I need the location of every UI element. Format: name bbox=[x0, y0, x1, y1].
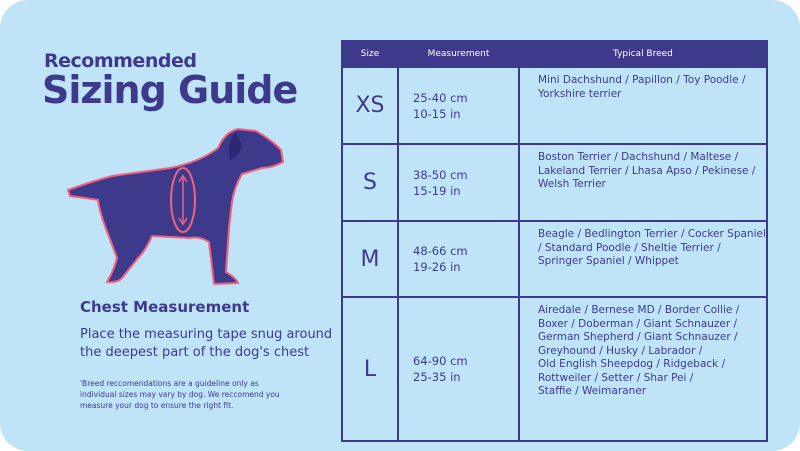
size-cell: M bbox=[341, 220, 399, 298]
column-header: Size bbox=[341, 40, 399, 68]
table-row: S 38-50 cm 15-19 in Boston Terrier / Dachsh… bbox=[341, 143, 768, 222]
breed-line: / Standard Poodle / Sheltie Terrier / bbox=[538, 241, 721, 254]
breed-cell: Airedale / Bernese MD / Border Collie / B… bbox=[518, 296, 768, 442]
breed-line: Rottweiler / Setter / Shar Pei / bbox=[538, 371, 694, 384]
measurement-line: 10-15 in bbox=[413, 106, 461, 121]
footnote-line: measure your dog to ensure the right fit… bbox=[80, 401, 234, 410]
chest-description: Place the measuring tape snug around the … bbox=[80, 326, 332, 362]
measurement-line: 15-19 in bbox=[413, 183, 461, 198]
size-table: Size Measurement Typical Breed XS 25-40 cm 1… bbox=[341, 40, 768, 442]
breed-cell: Mini Dachshund / Papillon / Toy Poodle /… bbox=[518, 66, 768, 145]
measurement-cell: 25-40 cm 10-15 in bbox=[397, 66, 520, 145]
breed-line: Springer Spaniel / Whippet bbox=[538, 255, 679, 267]
measurement-line: 19-26 in bbox=[413, 260, 461, 274]
measurement-line: 64-90 cm bbox=[413, 354, 468, 368]
breed-line: Boxer / Doberman / Giant Schnauzer / bbox=[538, 317, 738, 330]
title: Sizing Guide bbox=[42, 68, 298, 112]
size-cell: XS bbox=[341, 66, 399, 145]
breed-line: Beagle / Bedlington Terrier / Cocker Spa… bbox=[538, 228, 766, 240]
table-header: Size Measurement Typical Breed bbox=[341, 40, 768, 68]
table-row: XS 25-40 cm 10-15 in Mini Dachshund / Papil… bbox=[341, 66, 768, 145]
breed-line: German Shepherd / Giant Schnauzer / bbox=[538, 331, 738, 343]
measurement-line: 48-66 cm bbox=[413, 244, 468, 258]
subtitle: Recommended bbox=[44, 50, 197, 72]
chest-title: Chest Measurement bbox=[80, 298, 250, 316]
column-header: Measurement bbox=[397, 40, 520, 68]
measurement-cell: 64-90 cm 25-35 in bbox=[397, 296, 520, 442]
breed-cell: Beagle / Bedlington Terrier / Cocker Spa… bbox=[518, 220, 768, 298]
dog-illustration bbox=[66, 127, 285, 286]
breed-line: Airedale / Bernese MD / Border Collie / bbox=[538, 304, 740, 316]
breed-line: Lakeland Terrier / Lhasa Apso / Pekinese… bbox=[538, 164, 756, 177]
measurement-line: 25-40 cm bbox=[413, 90, 468, 105]
table-row: L 64-90 cm 25-35 in Airedale / Bernese MD /… bbox=[341, 296, 768, 442]
footnote-line: individual sizes may vary by dog. We rec… bbox=[80, 390, 280, 399]
breed-line: Mini Dachshund / Papillon / Toy Poodle / bbox=[538, 74, 746, 86]
measurement-line: 38-50 cm bbox=[413, 167, 468, 182]
measurement-line: 25-35 in bbox=[413, 370, 461, 384]
breed-line: Staffie / Weimaraner bbox=[538, 385, 647, 397]
footnote: 'Breed reccomendations are a guideline o… bbox=[80, 378, 280, 411]
measurement-cell: 38-50 cm 15-19 in bbox=[397, 143, 520, 222]
size-cell: S bbox=[341, 143, 399, 222]
footnote-line: 'Breed reccomendations are a guideline o… bbox=[80, 379, 259, 388]
description-line: Place the measuring tape snug around bbox=[80, 327, 333, 342]
table-row: M 48-66 cm 19-26 in Beagle / Bedlington Ter… bbox=[341, 220, 768, 298]
breed-line: Boston Terrier / Dachshund / Maltese / bbox=[538, 151, 739, 163]
breed-line: Old English Sheepdog / Ridgeback / bbox=[538, 358, 726, 370]
breed-line: Greyhound / Husky / Labrador / bbox=[538, 344, 703, 357]
breed-line: Yorkshire terrier bbox=[538, 87, 622, 100]
measurement-cell: 48-66 cm 19-26 in bbox=[397, 220, 520, 298]
breed-line: Welsh Terrier bbox=[538, 178, 606, 190]
size-cell: L bbox=[341, 296, 399, 442]
column-header: Typical Breed bbox=[518, 40, 768, 68]
breed-cell: Boston Terrier / Dachshund / Maltese / La… bbox=[518, 143, 768, 222]
description-line: the deepest part of the dog's chest bbox=[80, 345, 310, 360]
